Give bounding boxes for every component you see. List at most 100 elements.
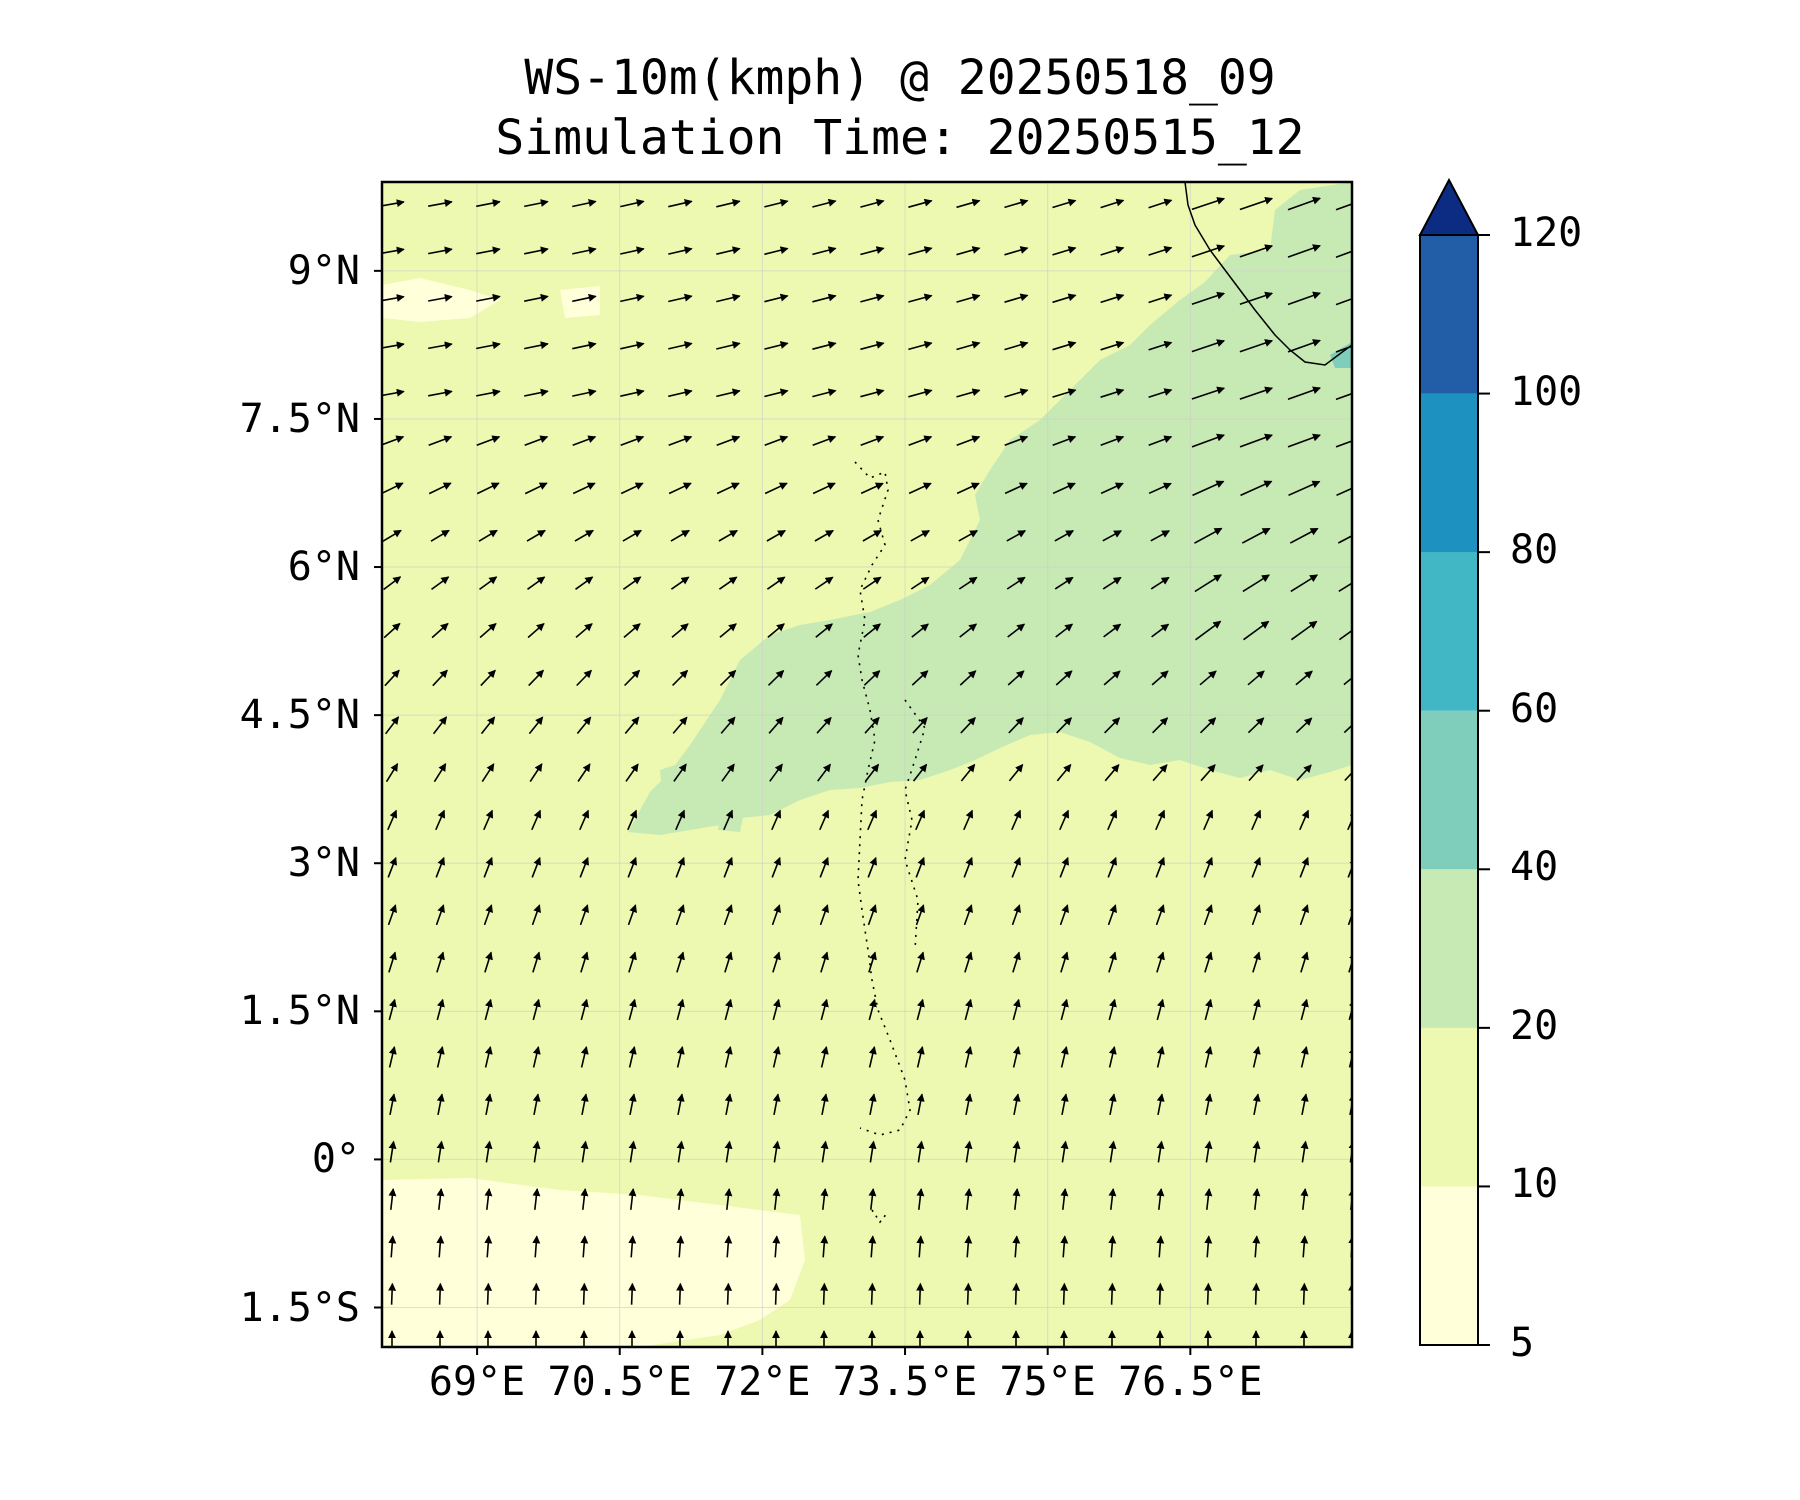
wind-vector [532,1235,541,1258]
wind-vector [721,763,735,782]
wind-vector [672,669,689,686]
wind-vector [673,763,687,782]
wind-vector [388,1046,397,1068]
wind-vector [812,198,837,208]
wind-vector [436,1282,445,1305]
wind-vector [1343,717,1352,734]
wind-vector [1156,951,1165,973]
lon-tick-label: 73.5°E [832,1359,978,1405]
wind-vector [1100,435,1125,446]
wind-vector [911,623,929,638]
wind-vector [484,1046,493,1068]
wind-vector [624,669,641,687]
wind-vector [668,435,693,446]
wind-vector [1252,951,1261,973]
wind-vector [812,246,837,256]
wind-vector [1052,340,1077,351]
wind-vector [820,1188,829,1210]
wind-vector [1104,717,1121,734]
wind-vector [484,1093,493,1116]
wind-vector [433,763,447,783]
wind-vector [1056,717,1072,734]
wind-vector [1148,435,1173,446]
wind-vector [1059,809,1070,831]
wind-vector [1336,487,1352,497]
wind-vector [814,576,834,590]
wind-vector [620,341,645,350]
wind-vector [1191,244,1226,258]
wind-vector [956,340,981,351]
wind-vector [435,904,445,926]
chart-subtitle: Simulation Time: 20250515_12 [495,110,1305,166]
lat-tick-label: 1.5°S [239,1284,360,1331]
wind-vector [1252,1235,1261,1258]
wind-vector [1007,670,1025,686]
wind-vector [1295,717,1313,734]
colorbar-segment-2 [1420,869,1478,1028]
wind-vector [817,763,831,782]
wind-vector [963,856,973,878]
wind-vector [481,763,495,783]
wind-vector [864,763,880,782]
wind-vector [1243,620,1270,641]
wind-vector [723,856,733,878]
wind-vector [860,388,885,398]
wind-vector [1204,951,1213,973]
wind-vector [1239,196,1274,211]
wind-vector [1052,246,1077,256]
wind-vector [820,951,829,973]
wind-vector [675,904,685,926]
wind-vector [436,1093,445,1116]
wind-vector [720,716,736,734]
wind-vector [1108,1282,1117,1305]
wind-vector [768,716,784,734]
wind-vector [580,998,589,1021]
wind-vector [860,198,885,208]
wind-vector [1156,998,1165,1021]
wind-vector [910,530,931,542]
wind-vector [476,293,501,302]
wind-vector [956,198,981,209]
wind-vector [1052,293,1077,304]
wind-vector [428,293,453,302]
chart-title: WS-10m(kmph) @ 20250518_09 [524,50,1276,106]
wind-vector [819,856,829,878]
wind-vector [1155,904,1165,926]
wind-vector [432,669,448,687]
wind-vector [1347,856,1352,878]
wind-vector [1054,576,1074,590]
wind-vector [580,1282,589,1305]
wind-vector [384,716,400,735]
wind-vector [1108,1235,1117,1258]
wind-vector [1052,482,1076,495]
wind-vector [1012,1093,1021,1116]
wind-vector [575,623,593,639]
wind-vector [1335,440,1352,448]
wind-vector [572,482,596,495]
wind-vector [1194,574,1222,593]
wind-vector [1107,904,1117,926]
wind-vector [1108,951,1117,973]
wind-vector [628,951,637,973]
wind-vector [527,623,545,639]
wind-vector [959,670,977,686]
wind-vector [868,1235,877,1258]
colorbar-extend-arrow [1418,177,1480,236]
wind-vector [622,529,642,542]
wind-vector [916,1282,925,1305]
wind-vector [916,1140,925,1163]
wind-vector [964,1046,973,1068]
wind-vector [1290,620,1318,641]
wind-vector [1287,386,1321,401]
wind-vector [1148,388,1173,399]
wind-vector [524,246,549,255]
wind-vector [1204,1235,1213,1258]
wind-vector [1156,1093,1165,1116]
wind-vector [812,388,837,398]
wind-vector [1199,670,1217,686]
wind-vector [1252,1140,1261,1163]
lon-tick-label: 70.5°E [547,1359,692,1405]
wind-vector [771,856,781,878]
wind-vector [1004,482,1028,495]
wind-vector [812,435,837,446]
